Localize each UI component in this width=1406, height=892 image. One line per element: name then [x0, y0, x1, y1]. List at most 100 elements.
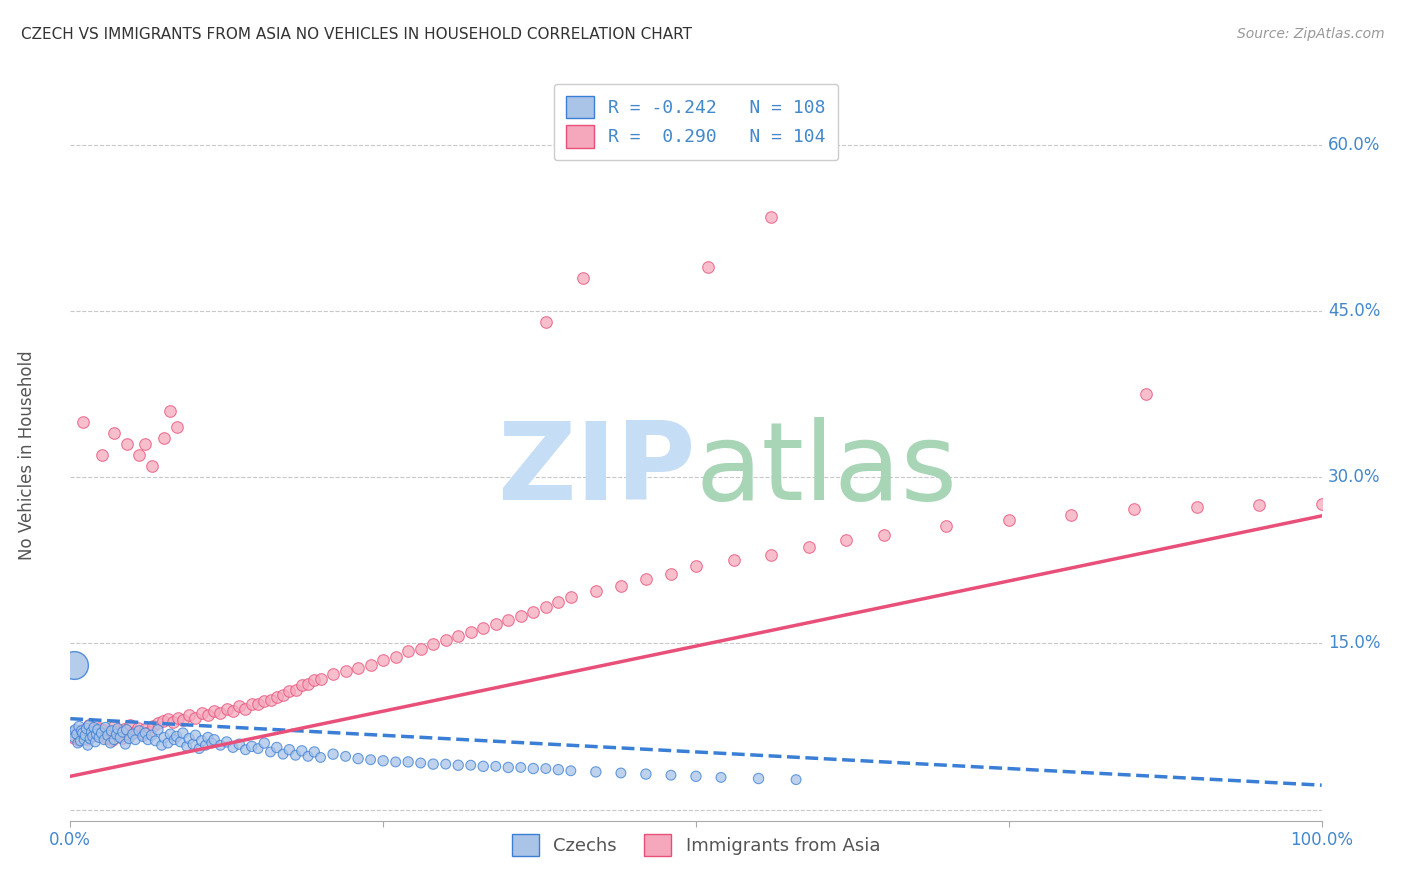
Point — [134, 726, 156, 740]
Point — [460, 758, 482, 772]
Point — [162, 714, 184, 729]
Point — [371, 754, 394, 768]
Point — [179, 731, 201, 746]
Point — [240, 698, 263, 712]
Point — [659, 768, 682, 782]
Point — [434, 632, 457, 647]
Point — [384, 755, 406, 769]
Point — [146, 716, 169, 731]
Point — [115, 723, 138, 737]
Point — [335, 749, 357, 764]
Point — [121, 727, 145, 741]
Point — [100, 732, 122, 747]
Point — [62, 725, 84, 739]
Point — [127, 721, 149, 735]
Point — [228, 737, 250, 751]
Point — [146, 723, 169, 737]
Point — [935, 519, 957, 533]
Point — [63, 658, 86, 673]
Point — [172, 713, 194, 727]
Point — [498, 760, 520, 774]
Point — [77, 718, 100, 732]
Point — [115, 437, 138, 451]
Point — [134, 722, 156, 736]
Point — [422, 757, 444, 772]
Point — [659, 566, 682, 581]
Point — [759, 210, 782, 224]
Point — [145, 734, 167, 748]
Point — [304, 673, 326, 687]
Point — [194, 739, 217, 753]
Point — [159, 727, 181, 741]
Point — [253, 736, 276, 750]
Point — [235, 742, 257, 756]
Text: atlas: atlas — [696, 417, 957, 523]
Point — [131, 727, 153, 741]
Point — [63, 731, 86, 745]
Point — [86, 727, 108, 741]
Point — [634, 572, 657, 586]
Point — [159, 403, 181, 417]
Point — [485, 617, 508, 632]
Point — [498, 613, 520, 627]
Point — [166, 730, 188, 744]
Point — [215, 702, 238, 716]
Point — [271, 689, 294, 703]
Point — [360, 753, 382, 767]
Point — [291, 678, 314, 692]
Point — [1249, 498, 1271, 512]
Point — [90, 726, 112, 740]
Point — [309, 750, 332, 764]
Text: 45.0%: 45.0% — [1327, 301, 1381, 320]
Point — [284, 682, 307, 697]
Point — [67, 719, 90, 733]
Point — [72, 726, 94, 740]
Point — [797, 540, 820, 554]
Point — [202, 732, 225, 747]
Point — [304, 745, 326, 759]
Point — [167, 710, 190, 724]
Point — [266, 690, 288, 704]
Point — [710, 771, 733, 785]
Point — [1185, 500, 1208, 514]
Point — [271, 747, 294, 761]
Point — [136, 732, 159, 747]
Point — [184, 728, 207, 742]
Point — [70, 723, 93, 738]
Point — [259, 693, 281, 707]
Point — [115, 727, 138, 741]
Point — [209, 739, 232, 753]
Point — [63, 731, 86, 745]
Point — [105, 727, 128, 741]
Point — [65, 725, 87, 739]
Point — [447, 758, 470, 772]
Point — [309, 672, 332, 686]
Point — [166, 420, 188, 434]
Point — [1060, 508, 1083, 522]
Point — [547, 763, 569, 777]
Point — [80, 726, 103, 740]
Point — [434, 757, 457, 772]
Point — [748, 772, 770, 786]
Point — [835, 533, 858, 548]
Point — [142, 719, 165, 733]
Point — [335, 664, 357, 678]
Point — [685, 558, 707, 573]
Point — [80, 725, 103, 739]
Text: 15.0%: 15.0% — [1327, 634, 1381, 652]
Point — [235, 702, 257, 716]
Point — [278, 742, 301, 756]
Point — [409, 756, 432, 770]
Point — [169, 735, 191, 749]
Point — [65, 723, 87, 737]
Point — [86, 728, 108, 742]
Point — [110, 731, 132, 745]
Point — [153, 431, 176, 445]
Point — [79, 731, 101, 746]
Point — [190, 734, 212, 748]
Point — [409, 641, 432, 656]
Point — [560, 764, 582, 778]
Point — [118, 731, 141, 746]
Point — [197, 731, 219, 745]
Point — [163, 732, 186, 747]
